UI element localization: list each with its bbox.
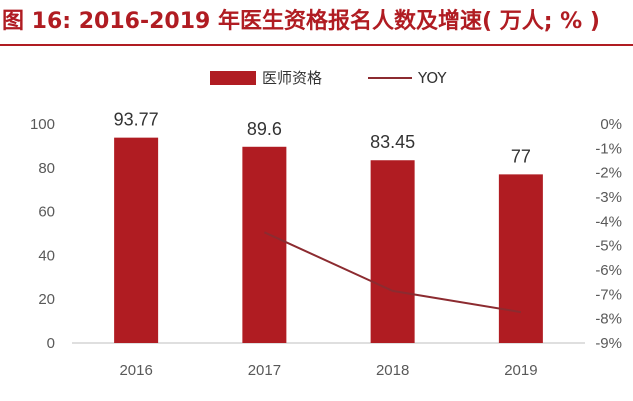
y-tick-label: 40 bbox=[38, 247, 55, 264]
legend-line-label: YOY bbox=[417, 69, 447, 87]
y2-tick-label: -4% bbox=[595, 213, 622, 230]
x-tick-label: 2016 bbox=[119, 362, 152, 379]
yoy-line-series bbox=[263, 231, 522, 314]
x-tick-label: 2018 bbox=[376, 362, 409, 379]
legend-bar-swatch bbox=[210, 71, 256, 85]
y2-tick-label: -6% bbox=[595, 262, 622, 279]
y2-tick-label: -9% bbox=[595, 335, 622, 352]
y2-tick-label: -1% bbox=[595, 140, 622, 157]
y2-tick-label: -2% bbox=[595, 165, 622, 182]
chart-title: 图 16: 2016-2019 年医生资格报名人数及增速( 万人; % ) bbox=[2, 9, 600, 34]
y-tick-label: 60 bbox=[38, 204, 55, 221]
y2-tick-label: -7% bbox=[595, 286, 622, 303]
y-tick-label: 20 bbox=[38, 291, 55, 308]
data-label: 93.77 bbox=[114, 110, 159, 130]
bar bbox=[498, 174, 543, 343]
x-tick-label: 2019 bbox=[504, 362, 537, 379]
legend: 医师资格 YOY bbox=[210, 69, 447, 87]
y-tick-label: 100 bbox=[30, 116, 55, 133]
x-tick-label: 2017 bbox=[248, 362, 281, 379]
bar bbox=[114, 137, 159, 343]
bar-series bbox=[114, 137, 543, 343]
y2-tick-label: 0% bbox=[600, 116, 622, 133]
y-tick-label: 80 bbox=[38, 160, 55, 177]
y-tick-label: 0 bbox=[47, 335, 55, 352]
yoy-line bbox=[263, 231, 522, 314]
y2-tick-label: -5% bbox=[595, 238, 622, 255]
data-label: 77 bbox=[511, 146, 531, 166]
data-labels: 93.77 89.6 83.45 77 bbox=[114, 110, 531, 167]
legend-bar-label: 医师资格 bbox=[262, 69, 322, 87]
y2-tick-label: -8% bbox=[595, 311, 622, 328]
bar bbox=[242, 146, 287, 343]
y2-tick-label: -3% bbox=[595, 189, 622, 206]
data-label: 83.45 bbox=[370, 132, 415, 152]
data-label: 89.6 bbox=[247, 119, 282, 139]
title-rule bbox=[0, 44, 633, 46]
bar bbox=[370, 160, 415, 343]
